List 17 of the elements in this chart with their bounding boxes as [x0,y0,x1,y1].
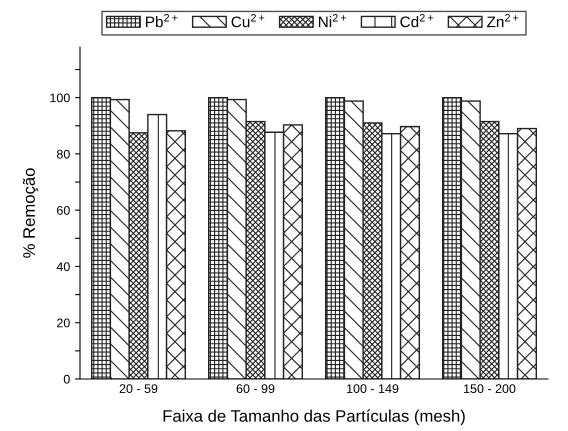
x-tick-label: 100 - 149 [347,384,398,394]
legend-label: Zn$^{2+}$ [487,14,518,28]
x-tick-label: 150 - 200 [464,384,516,394]
x-tick-label: 60 - 99 [236,384,274,394]
legend-label: Ni$^{2+}$ [318,14,346,28]
y-tick-label: 40 [56,262,70,272]
y-tick-label: 20 [57,318,70,328]
y-tick-label: 100 [50,93,70,102]
legend-label: Cu$^{2+}$ [232,14,264,28]
y-tick-label: 60 [57,206,70,215]
x-axis-title: Faixa de Tamanho das Partículas (mesh) [164,409,465,426]
y-tick-label: 0 [64,374,70,384]
y-tick-label: 80 [56,150,70,159]
y-axis-title: % Remoção [22,168,38,258]
legend-label: Pb$^{2+}$ [146,14,178,28]
legend-label: Cd$^{2+}$ [400,14,434,28]
x-tick-label: 20 - 59 [120,384,158,394]
